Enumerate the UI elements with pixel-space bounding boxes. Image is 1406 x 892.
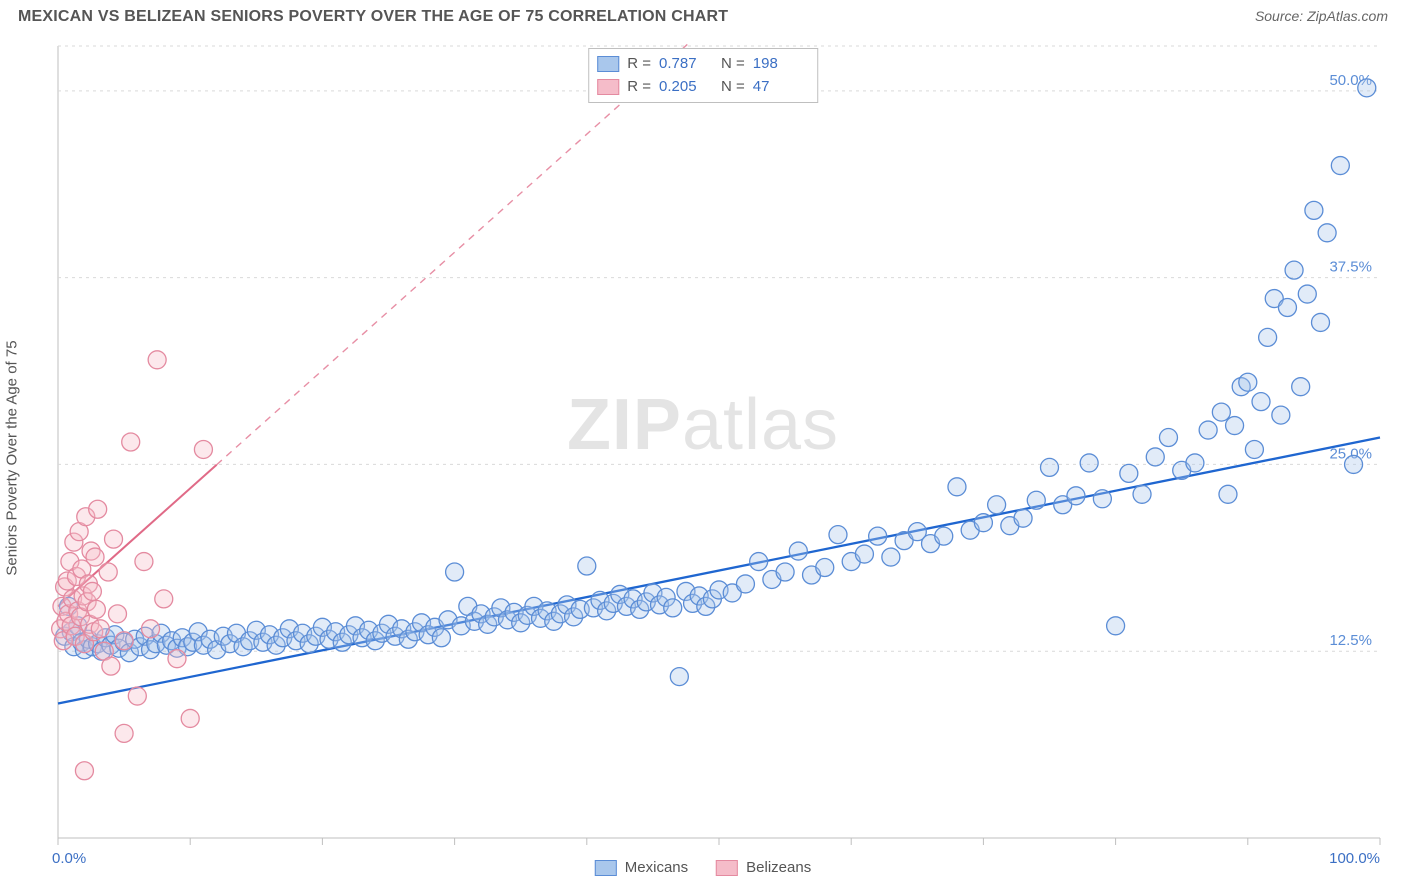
legend-swatch: [716, 860, 738, 876]
legend-item: Mexicans: [595, 859, 688, 876]
legend-item: Belizeans: [716, 859, 811, 876]
series-legend: Mexicans Belizeans: [595, 859, 811, 876]
source-label: Source: ZipAtlas.com: [1255, 8, 1388, 24]
legend-label: Belizeans: [746, 859, 811, 876]
correlation-legend: R = 0.787 N = 198 R = 0.205 N = 47: [588, 48, 818, 103]
y-axis-label: Seniors Poverty Over the Age of 75: [4, 340, 21, 575]
x-axis-zero-label: 0.0%: [52, 850, 86, 867]
legend-stat-label: R =: [627, 76, 651, 99]
chart-area: Seniors Poverty Over the Age of 75 12.5%…: [18, 42, 1388, 874]
x-axis-max-label: 100.0%: [1329, 850, 1380, 867]
legend-stat-value: 0.205: [659, 76, 713, 99]
chart-title: MEXICAN VS BELIZEAN SENIORS POVERTY OVER…: [18, 8, 728, 26]
legend-stat-value: 0.787: [659, 53, 713, 76]
correlation-row: R = 0.205 N = 47: [597, 76, 807, 99]
legend-swatch: [597, 56, 619, 72]
legend-stat-label: N =: [721, 76, 745, 99]
legend-stat-value: 47: [753, 76, 807, 99]
legend-swatch: [595, 860, 617, 876]
svg-text:12.5%: 12.5%: [1329, 632, 1372, 649]
legend-stat-label: R =: [627, 53, 651, 76]
legend-swatch: [597, 79, 619, 95]
legend-label: Mexicans: [625, 859, 688, 876]
correlation-row: R = 0.787 N = 198: [597, 53, 807, 76]
legend-stat-value: 198: [753, 53, 807, 76]
legend-stat-label: N =: [721, 53, 745, 76]
svg-text:37.5%: 37.5%: [1329, 259, 1372, 276]
scatter-chart: 12.5%25.0%37.5%50.0%: [18, 42, 1388, 874]
